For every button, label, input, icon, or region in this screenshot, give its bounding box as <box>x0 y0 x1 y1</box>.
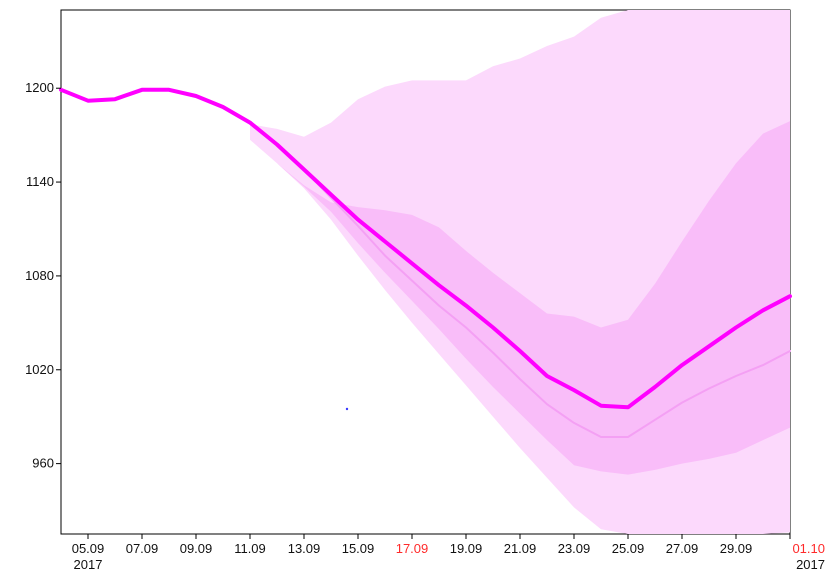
y-tick-label: 1020 <box>25 362 54 377</box>
y-axis: 960 1020 1080 1140 1200 <box>25 80 61 471</box>
x-year-label: 2017 <box>796 557 825 572</box>
marker-dot <box>345 407 349 411</box>
y-tick-label: 1200 <box>25 80 54 95</box>
x-tick-label: 21.09 <box>504 541 537 556</box>
x-tick-label: 29.09 <box>720 541 753 556</box>
x-tick-label: 19.09 <box>450 541 483 556</box>
y-tick-label: 1140 <box>26 174 54 189</box>
x-tick-label: 23.09 <box>558 541 591 556</box>
x-tick-label: 11.09 <box>234 541 266 556</box>
y-tick-label: 1080 <box>25 268 54 283</box>
x-tick-label: 27.09 <box>666 541 699 556</box>
x-tick-label: 01.10 <box>792 541 825 556</box>
series-line-1 <box>59 87 792 410</box>
x-tick-label: 15.09 <box>342 541 375 556</box>
y-tick-label: 960 <box>32 456 54 471</box>
x-tick-label: 09.09 <box>180 541 213 556</box>
x-year-label: 2017 <box>74 557 103 572</box>
x-tick-label: 13.09 <box>288 541 321 556</box>
x-tick-label: 05.09 <box>72 541 105 556</box>
x-tick-label: 25.09 <box>612 541 645 556</box>
series-layer <box>59 87 792 438</box>
series-line-2 <box>303 168 791 438</box>
x-tick-label: 07.09 <box>126 541 159 556</box>
x-tick-label: 17.09 <box>396 541 429 556</box>
